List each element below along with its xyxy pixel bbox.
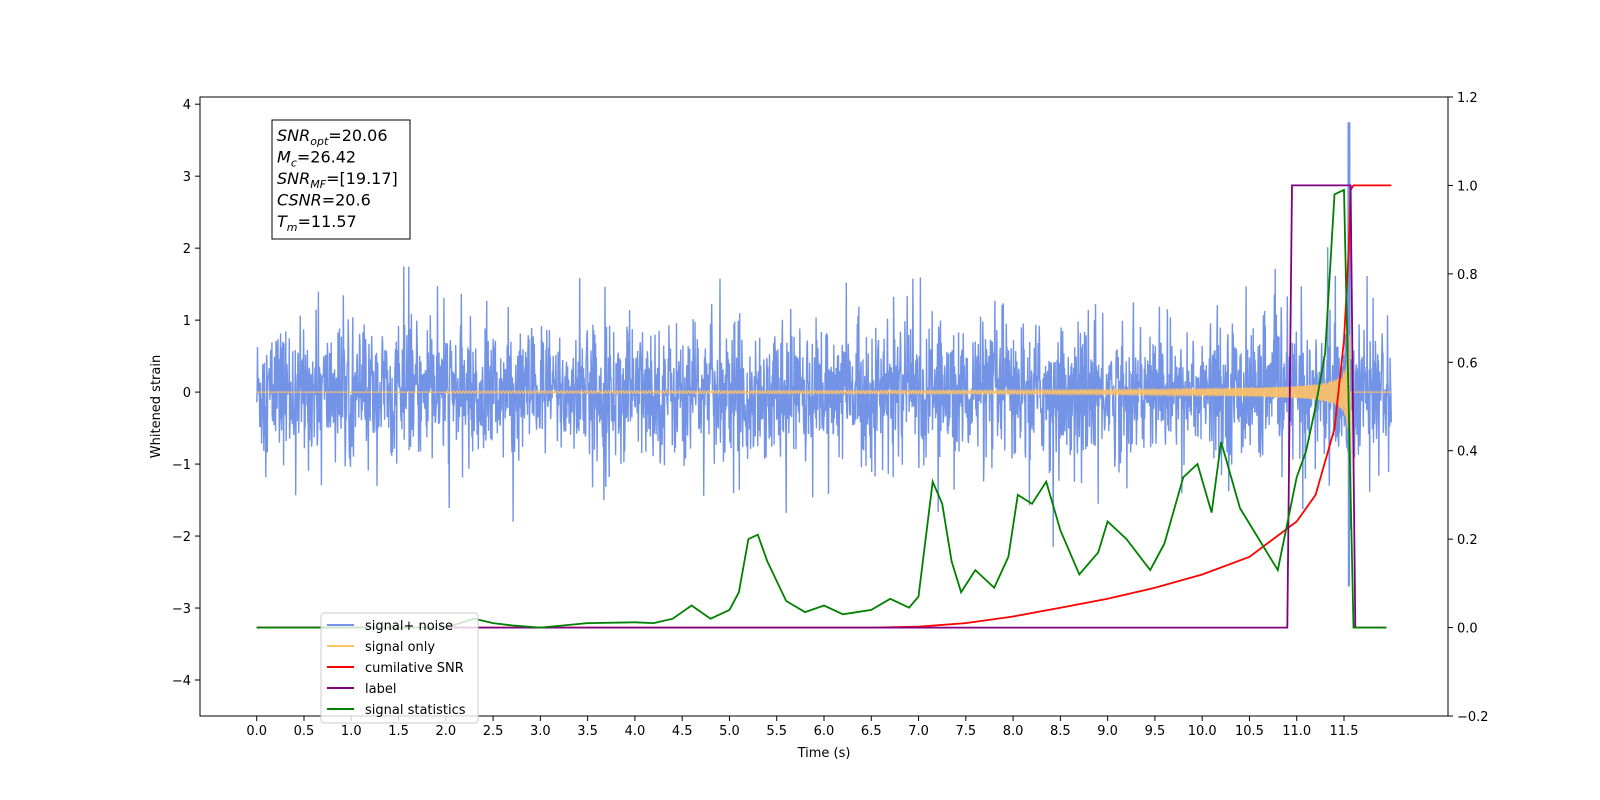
y-tick-label: −4: [172, 674, 191, 689]
series-signal-noise: [256, 122, 1392, 587]
y2-tick-label: 0.8: [1457, 268, 1478, 283]
series-signal-only: [256, 334, 1392, 492]
x-tick-label: 5.0: [719, 724, 740, 739]
series-cumulative-snr: [256, 184, 1392, 629]
x-tick-label: 0.5: [294, 724, 315, 739]
x-tick-label: 4.5: [672, 724, 693, 739]
y2-tick-label: 1.2: [1457, 91, 1478, 106]
info-box-frame: [271, 119, 411, 240]
y-tick-label: −2: [172, 530, 191, 545]
legend-label: signal+ noise: [365, 619, 453, 634]
y2-tick-label: −0.2: [1457, 710, 1489, 725]
x-tick-label: 5.5: [766, 724, 787, 739]
x-tick-label: 9.0: [1097, 724, 1118, 739]
x-tick-label: 10.5: [1235, 724, 1264, 739]
legend-label: signal only: [365, 640, 435, 655]
y2-tick-label: 1.0: [1457, 179, 1478, 194]
info-line: CSNR=20.6: [277, 191, 371, 210]
x-tick-label: 11.5: [1330, 724, 1359, 739]
info-line: Mc=26.42: [277, 148, 356, 170]
x-tick-label: 6.0: [814, 724, 835, 739]
x-tick-label: 6.5: [861, 724, 882, 739]
x-tick-label: 4.0: [625, 724, 646, 739]
y2-tick-label: 0.0: [1457, 622, 1478, 637]
x-axis-label: Time (s): [797, 746, 851, 761]
x-tick-label: 1.0: [341, 724, 362, 739]
y2-tick-label: 0.4: [1457, 445, 1478, 460]
x-tick-label: 2.5: [483, 724, 504, 739]
y-tick-label: −1: [172, 458, 191, 473]
x-tick-label: 7.0: [908, 724, 929, 739]
y-tick-label: 4: [183, 98, 191, 113]
x-tick-label: 10.0: [1188, 724, 1217, 739]
series-signal-statistics: [256, 188, 1387, 629]
plot-area: [256, 122, 1392, 629]
y2-tick-label: 0.2: [1457, 533, 1478, 548]
y-axis-label: Whitened strain: [149, 355, 164, 458]
x-tick-label: 9.5: [1145, 724, 1166, 739]
x-tick-label: 2.0: [435, 724, 456, 739]
y2-tick-label: 0.6: [1457, 356, 1478, 371]
x-tick-label: 8.0: [1003, 724, 1024, 739]
legend: signal+ noise signal only cumilative SNR la…: [320, 612, 479, 724]
x-tick-label: 7.5: [955, 724, 976, 739]
y-tick-label: 0: [183, 386, 191, 401]
x-tick-label: 3.0: [530, 724, 551, 739]
legend-label: cumilative SNR: [365, 661, 464, 676]
x-tick-label: 11.0: [1282, 724, 1311, 739]
y-tick-label: 2: [183, 242, 191, 257]
info-line: SNRopt=20.06: [277, 126, 388, 148]
info-box: SNRopt=20.06Mc=26.42SNRMF=[19.17]CSNR=20…: [271, 119, 411, 240]
y-tick-label: 3: [183, 170, 191, 185]
info-line: SNRMF=[19.17]: [277, 169, 398, 191]
legend-label: signal statistics: [365, 703, 466, 718]
x-tick-label: 1.5: [388, 724, 409, 739]
info-line: Tm=11.57: [277, 212, 357, 234]
y-tick-label: 1: [183, 314, 191, 329]
x-tick-label: 8.5: [1050, 724, 1071, 739]
legend-frame: [320, 612, 479, 724]
x-tick-label: 3.5: [577, 724, 598, 739]
y-tick-label: −3: [172, 602, 191, 617]
legend-label: label: [365, 682, 396, 697]
x-tick-label: 0.0: [246, 724, 267, 739]
